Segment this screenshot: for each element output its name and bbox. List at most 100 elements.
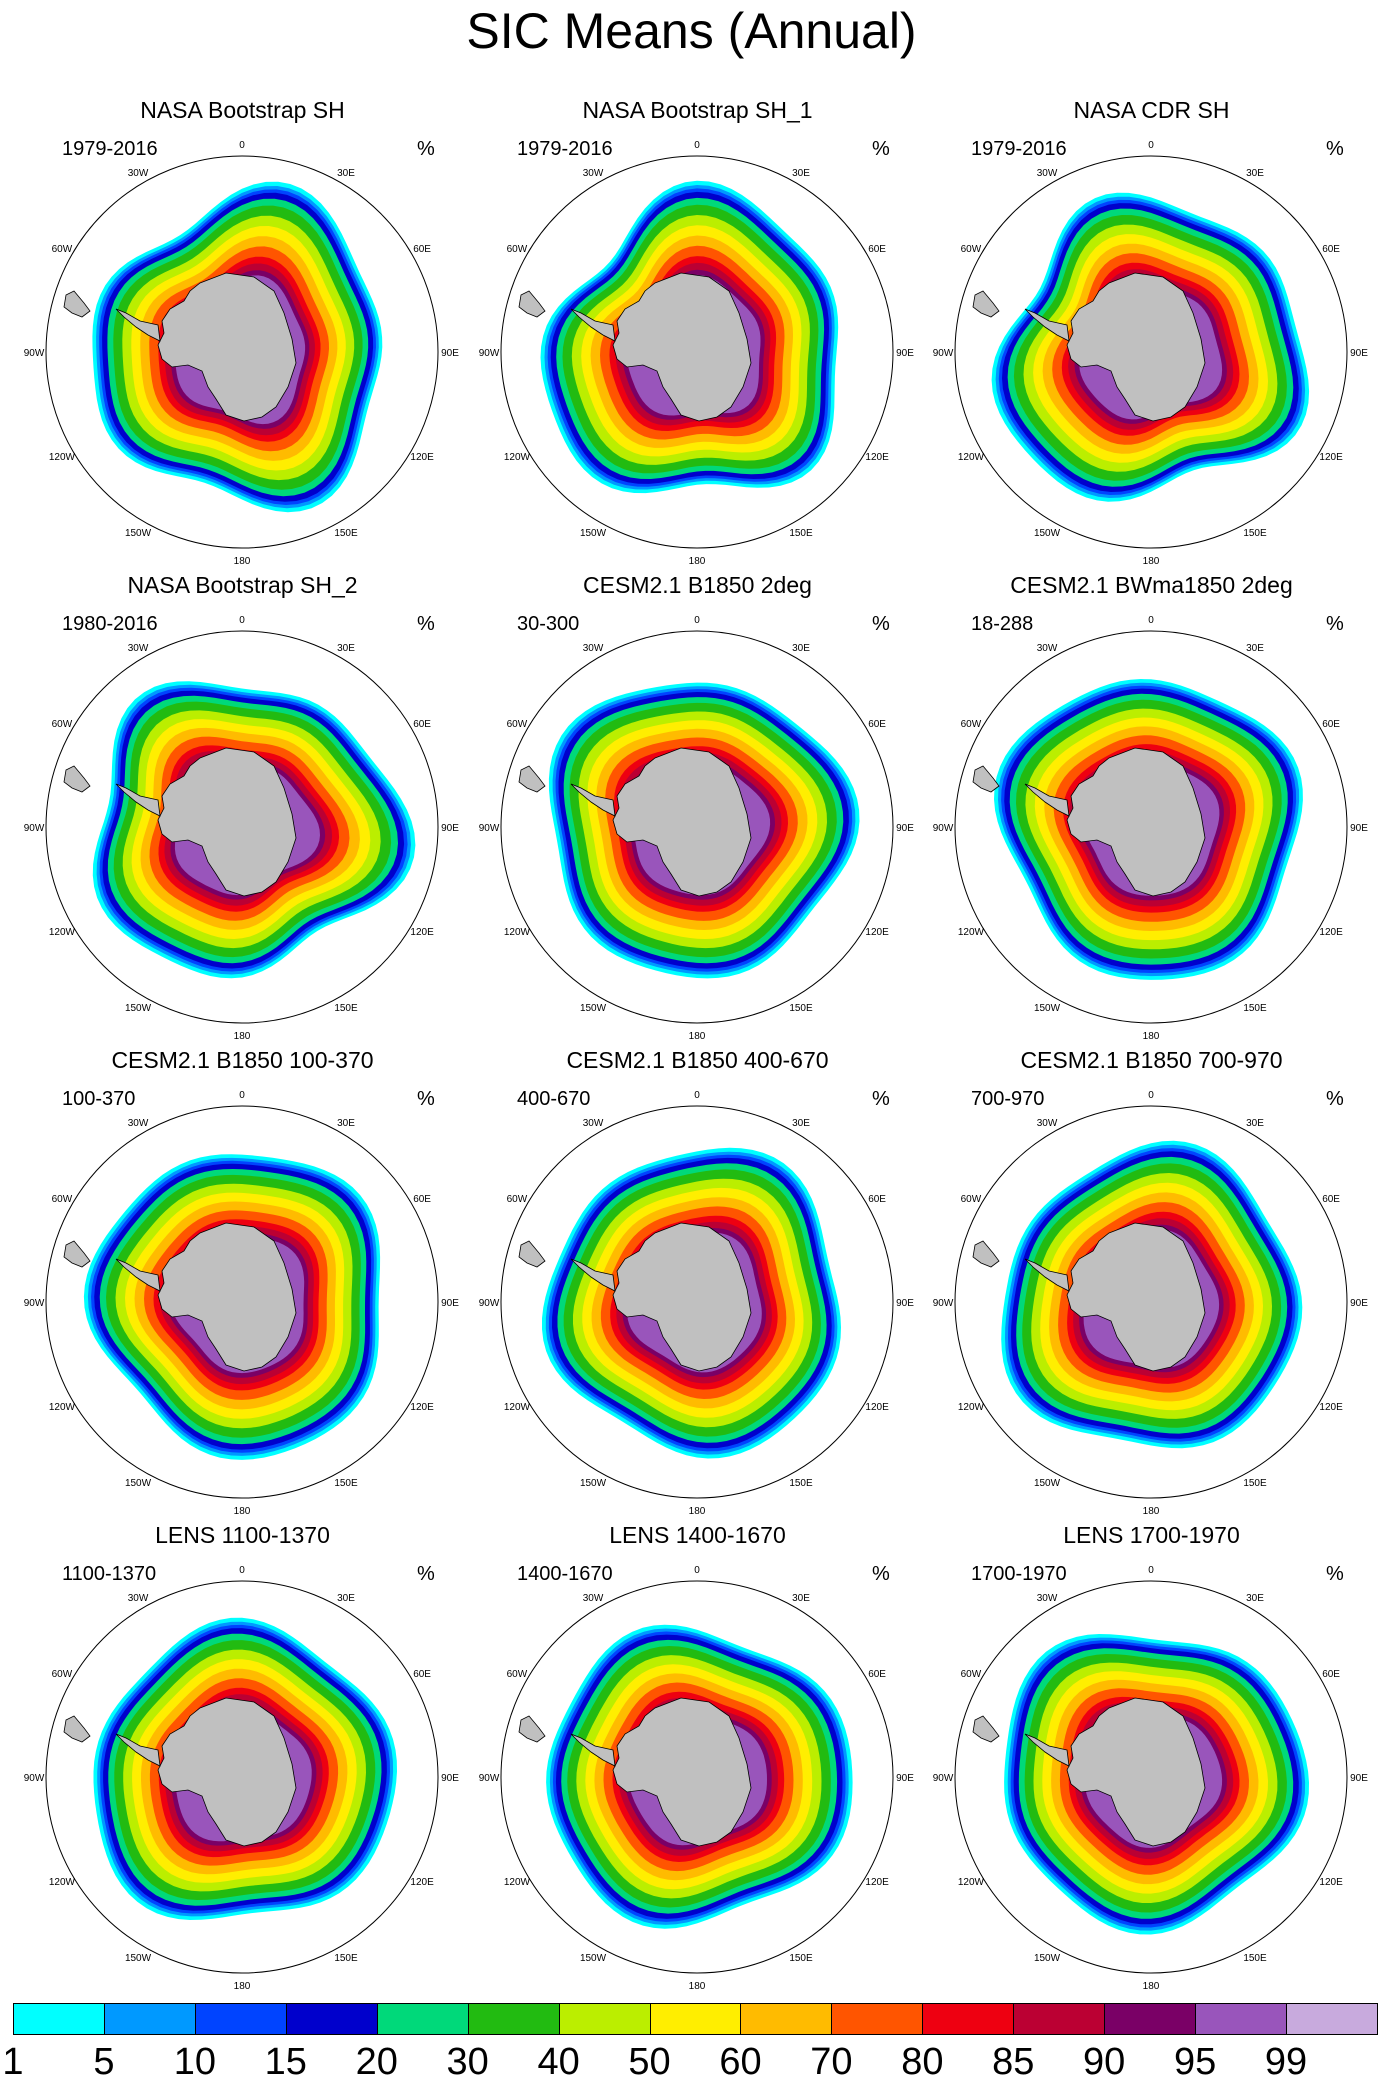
colorbar-segment — [1104, 2003, 1197, 2035]
longitude-label: 120E — [410, 927, 434, 938]
longitude-label: 180 — [689, 556, 706, 567]
panel-unit: % — [417, 1088, 435, 1110]
longitude-label: 90W — [24, 823, 45, 834]
longitude-label: 150E — [334, 1003, 358, 1014]
antarctica-landmass — [157, 272, 297, 422]
longitude-label: 30W — [128, 168, 149, 179]
longitude-label: 30E — [337, 1118, 355, 1129]
longitude-label: 150W — [580, 1478, 607, 1489]
longitude-label: 60W — [961, 1669, 982, 1680]
longitude-label: 60W — [961, 244, 982, 255]
polar-map: 0 30E 60E 90E 120E 150E 180 150W 120W 90W 60W 30W — [933, 615, 1369, 1042]
panel-period: 400-670 — [517, 1088, 591, 1110]
colorbar-segment — [831, 2003, 924, 2035]
longitude-label: 120W — [504, 1402, 531, 1413]
panel-period: 18-288 — [971, 613, 1034, 635]
longitude-label: 150E — [1243, 1478, 1267, 1489]
longitude-label: 60W — [52, 244, 73, 255]
longitude-label: 180 — [1143, 556, 1160, 567]
longitude-label: 120E — [1319, 927, 1343, 938]
colorbar-label: 40 — [537, 2041, 580, 2083]
antarctica-landmass — [157, 1697, 297, 1847]
map-panel: CESM2.1 B1850 100-370 100-370% 0 30E 60E 90E 1… — [12, 1045, 473, 1519]
longitude-label: 90W — [479, 348, 500, 359]
longitude-label: 0 — [1148, 1090, 1154, 1101]
panel-title: NASA Bootstrap SH — [140, 97, 345, 123]
longitude-label: 120W — [958, 1402, 985, 1413]
panel-period: 1400-1670 — [517, 1563, 613, 1585]
longitude-label: 180 — [689, 1031, 706, 1042]
longitude-label: 150W — [580, 1003, 607, 1014]
south-america-tip — [972, 1240, 1000, 1268]
longitude-label: 150E — [1243, 1003, 1267, 1014]
longitude-label: 120E — [410, 452, 434, 463]
longitude-label: 60E — [868, 719, 886, 730]
south-america-tip — [518, 765, 546, 793]
south-america-tip — [63, 1240, 91, 1268]
antarctic-peninsula — [115, 783, 161, 817]
panel-unit: % — [417, 138, 435, 160]
antarctic-peninsula — [570, 783, 616, 817]
map-boundary — [954, 1105, 1348, 1499]
longitude-label: 60E — [868, 1194, 886, 1205]
longitude-label: 120W — [49, 452, 76, 463]
longitude-label: 120E — [410, 1402, 434, 1413]
map-panel: CESM2.1 B1850 2deg 30-300% 0 30E 60E 90E 120E 1… — [467, 570, 928, 1044]
longitude-label: 60W — [52, 719, 73, 730]
longitude-label: 150E — [334, 1953, 358, 1964]
map-boundary — [45, 630, 439, 1024]
map-panel: LENS 1700-1970 1700-1970% 0 30E 60E 90E 120E 15… — [921, 1520, 1382, 1994]
colorbar-label: 60 — [719, 2041, 762, 2083]
colorbar-segment — [558, 2003, 651, 2035]
polar-map: 0 30E 60E 90E 120E 150E 180 150W 120W 90W 60W 30W — [24, 1565, 460, 1992]
panel-unit: % — [872, 1088, 890, 1110]
longitude-label: 30W — [128, 643, 149, 654]
longitude-label: 180 — [1143, 1981, 1160, 1992]
longitude-label: 0 — [1148, 1565, 1154, 1576]
polar-map: 0 30E 60E 90E 120E 150E 180 150W 120W 90W 60W 30W — [479, 140, 915, 567]
antarctica-landmass — [612, 747, 752, 897]
longitude-label: 30E — [792, 1593, 810, 1604]
longitude-label: 150W — [1034, 1003, 1061, 1014]
south-america-tip — [63, 290, 91, 318]
longitude-label: 30W — [1037, 168, 1058, 179]
colorbar-segment — [194, 2003, 287, 2035]
longitude-label: 0 — [239, 1090, 245, 1101]
longitude-label: 90E — [896, 1773, 914, 1784]
longitude-label: 180 — [1143, 1031, 1160, 1042]
colorbar-segment — [922, 2003, 1015, 2035]
longitude-label: 60E — [413, 244, 431, 255]
map-panel: CESM2.1 B1850 400-670 400-670% 0 30E 60E 90E 1… — [467, 1045, 928, 1519]
longitude-label: 90W — [933, 823, 954, 834]
longitude-label: 90W — [479, 1773, 500, 1784]
panel-title: CESM2.1 B1850 400-670 — [566, 1047, 829, 1073]
colorbar-label: 99 — [1264, 2041, 1308, 2083]
longitude-label: 90E — [1350, 1773, 1368, 1784]
antarctic-peninsula — [570, 1258, 616, 1292]
longitude-label: 90E — [441, 1773, 459, 1784]
colorbar-segment — [103, 2003, 196, 2035]
longitude-label: 90E — [1350, 1298, 1368, 1309]
panel-unit: % — [1326, 1563, 1344, 1585]
panel-period: 1700-1970 — [971, 1563, 1067, 1585]
longitude-label: 30E — [792, 1118, 810, 1129]
panel-title: CESM2.1 B1850 2deg — [583, 572, 812, 598]
colorbar — [13, 2003, 1378, 2037]
longitude-label: 0 — [1148, 140, 1154, 151]
longitude-label: 0 — [694, 1565, 700, 1576]
longitude-label: 120W — [49, 1402, 76, 1413]
longitude-label: 120E — [1319, 1402, 1343, 1413]
longitude-label: 180 — [1143, 1506, 1160, 1517]
longitude-label: 0 — [1148, 615, 1154, 626]
antarctic-peninsula — [570, 1733, 616, 1767]
polar-map: 0 30E 60E 90E 120E 150E 180 150W 120W 90W 60W 30W — [479, 1565, 915, 1992]
longitude-label: 60W — [507, 244, 528, 255]
longitude-label: 0 — [239, 1565, 245, 1576]
longitude-label: 60W — [52, 1194, 73, 1205]
longitude-label: 180 — [689, 1981, 706, 1992]
longitude-label: 150E — [1243, 528, 1267, 539]
longitude-label: 30W — [583, 643, 604, 654]
longitude-label: 60W — [961, 719, 982, 730]
longitude-label: 30E — [1246, 168, 1264, 179]
south-america-tip — [518, 1715, 546, 1743]
